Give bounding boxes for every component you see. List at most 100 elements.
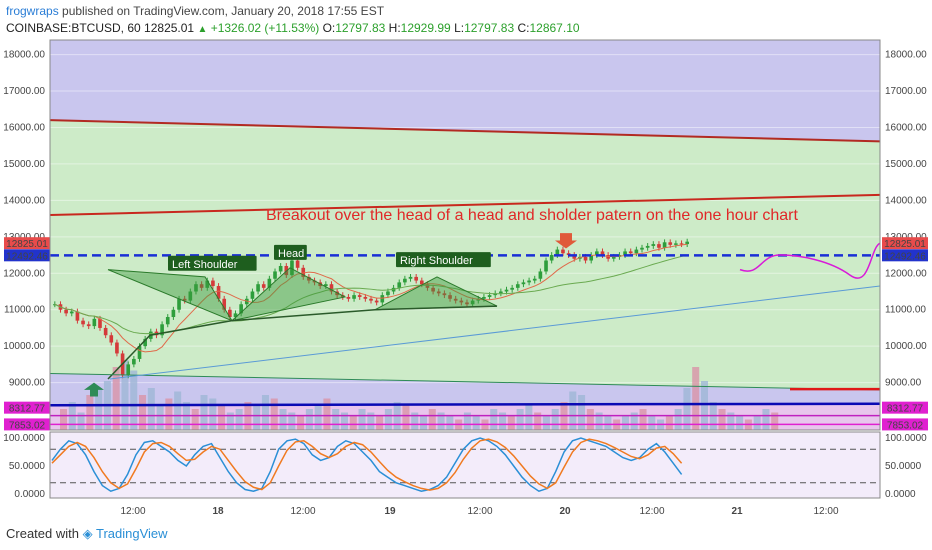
close-label: C:	[517, 21, 530, 35]
stoch-tick-left: 100.0000	[3, 433, 45, 444]
volume-bar	[270, 398, 278, 430]
candle-body	[233, 313, 238, 318]
candle-body	[211, 280, 215, 287]
candle-body	[92, 318, 97, 327]
y-tick-right: 17000.00	[885, 86, 927, 97]
x-tick-label: 12:00	[120, 506, 145, 517]
candle-body	[194, 284, 198, 292]
candle-body	[324, 284, 328, 287]
high-label: H:	[388, 21, 401, 35]
candle-body	[171, 309, 176, 318]
volume-bar	[235, 409, 243, 430]
y-tick-left: 12000.00	[3, 268, 45, 279]
head-label: Head	[278, 248, 304, 260]
up-arrow-icon: ▲	[197, 24, 208, 35]
volume-bar	[112, 367, 120, 430]
candle-body	[504, 289, 509, 292]
stoch-tick-left: 50.0000	[9, 461, 46, 472]
price-tag-right-text: 7853.02	[887, 420, 924, 431]
y-tick-right: 15000.00	[885, 159, 927, 170]
trendline-resistance	[49, 193, 881, 216]
open-value: 12797.83	[335, 21, 386, 35]
volume-bar	[771, 412, 779, 430]
footer: Created with ◈ TradingView	[6, 526, 168, 542]
candle-body	[239, 304, 243, 314]
candle-body	[369, 298, 373, 301]
x-tick-label: 12:00	[467, 506, 492, 517]
y-tick-right: 14000.00	[885, 195, 927, 206]
volume-bar	[446, 416, 454, 430]
candle-body	[448, 295, 452, 299]
candle-body	[470, 300, 475, 305]
volume-bar	[718, 409, 726, 430]
candle-body	[408, 276, 413, 279]
volume-bar	[490, 409, 498, 430]
volume-bar	[384, 409, 392, 430]
volume-bar	[586, 409, 594, 430]
y-tick-right: 18000.00	[885, 50, 927, 61]
volume-bar	[314, 405, 322, 430]
price-tag-left	[4, 237, 50, 250]
publish-header: frogwraps published on TradingView.com, …	[6, 4, 384, 18]
candle-body	[64, 309, 68, 314]
head-label-box	[274, 244, 307, 260]
right-shoulder-label: Right Shoulder	[400, 255, 473, 267]
candle-body	[459, 300, 464, 303]
volume-bar	[648, 416, 656, 430]
change-value: +1326.02 (+11.53%)	[210, 21, 320, 35]
volume-bar	[595, 412, 603, 430]
publish-info: published on TradingView.com, January 20…	[62, 4, 385, 18]
candle-body	[346, 296, 351, 299]
x-tick-label: 21	[731, 506, 743, 517]
x-tick-label: 12:00	[639, 506, 664, 517]
volume-bar	[86, 395, 94, 430]
volume-bar	[700, 381, 708, 430]
y-tick-right: 11000.00	[885, 305, 926, 316]
x-tick-label: 12:00	[290, 506, 315, 517]
candle-body	[465, 302, 469, 305]
price-tag-left-text: 12492.46	[6, 251, 48, 262]
candle-body	[69, 311, 74, 314]
candle-body	[160, 324, 164, 336]
candle-body	[182, 298, 187, 301]
y-tick-left: 18000.00	[3, 50, 45, 61]
left-shoulder-label: Left Shoulder	[172, 259, 238, 271]
candle-body	[222, 298, 227, 310]
volume-bar	[762, 409, 770, 430]
trendline-rising	[109, 285, 881, 380]
candle-body	[188, 291, 193, 301]
down-arrow-icon	[555, 233, 577, 249]
price-tag-left-text: 12825.01	[6, 239, 48, 250]
ohlc-header: COINBASE:BTCUSD, 60 12825.01 ▲ +1326.02 …	[6, 21, 580, 35]
candle-body	[419, 280, 424, 285]
volume-bar	[621, 416, 629, 430]
candle-body	[623, 251, 627, 256]
x-tick-label: 19	[384, 506, 396, 517]
candle-body	[657, 244, 661, 248]
candle-body	[561, 249, 565, 254]
candle-body	[662, 242, 667, 248]
candle-body	[521, 282, 526, 285]
volume-bar	[288, 412, 296, 430]
volume-bar	[165, 398, 173, 430]
candle-body	[81, 320, 85, 325]
author-link[interactable]: frogwraps	[6, 4, 59, 18]
volume-bar	[253, 405, 261, 430]
candle-body	[216, 286, 221, 299]
volume-bar	[411, 412, 419, 430]
price-chart[interactable]: Breakout over the head of a head and sho…	[0, 36, 932, 522]
volume-bar	[147, 388, 155, 430]
left-shoulder-label-box	[168, 255, 257, 271]
volume-bar	[60, 409, 68, 430]
price-tag-right	[882, 237, 928, 250]
volume-bar	[525, 405, 533, 430]
tradingview-link[interactable]: TradingView	[96, 526, 168, 541]
price-tag-left-text: 8312.77	[9, 404, 46, 415]
candle-body	[453, 298, 458, 301]
created-with-label: Created with	[6, 526, 79, 541]
y-tick-left: 15000.00	[3, 159, 45, 170]
up-arrow-icon	[84, 382, 104, 397]
volume-bar	[121, 360, 129, 430]
x-tick-label: 20	[559, 506, 571, 517]
price-tag-right-text: 12492.46	[884, 251, 926, 262]
